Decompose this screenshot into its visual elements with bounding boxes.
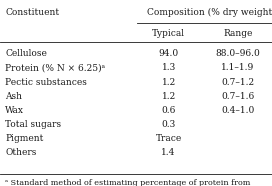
Text: Total sugars: Total sugars: [5, 120, 61, 129]
Text: 0.4–1.0: 0.4–1.0: [221, 106, 255, 115]
Text: Composition (% dry weight): Composition (% dry weight): [147, 8, 272, 17]
Text: Pigment: Pigment: [5, 134, 44, 143]
Text: 1.2: 1.2: [162, 78, 176, 86]
Text: 1.2: 1.2: [162, 92, 176, 101]
Text: Cellulose: Cellulose: [5, 49, 47, 58]
Text: ᵃ Standard method of estimating percentage of protein from
nitrogen content (% N: ᵃ Standard method of estimating percenta…: [5, 179, 251, 186]
Text: Wax: Wax: [5, 106, 24, 115]
Text: 94.0: 94.0: [159, 49, 179, 58]
Text: 1.3: 1.3: [162, 63, 176, 72]
Text: Others: Others: [5, 148, 37, 157]
Text: 0.3: 0.3: [162, 120, 176, 129]
Text: 0.7–1.6: 0.7–1.6: [221, 92, 255, 101]
Text: Trace: Trace: [156, 134, 182, 143]
Text: Typical: Typical: [152, 29, 185, 38]
Text: 1.1–1.9: 1.1–1.9: [221, 63, 255, 72]
Text: 0.7–1.2: 0.7–1.2: [221, 78, 255, 86]
Text: 1.4: 1.4: [162, 148, 176, 157]
Text: Ash: Ash: [5, 92, 22, 101]
Text: Range: Range: [223, 29, 253, 38]
Text: Constituent: Constituent: [5, 8, 60, 17]
Text: 0.6: 0.6: [162, 106, 176, 115]
Text: Pectic substances: Pectic substances: [5, 78, 87, 86]
Text: Protein (% N × 6.25)ᵃ: Protein (% N × 6.25)ᵃ: [5, 63, 106, 72]
Text: 88.0–96.0: 88.0–96.0: [216, 49, 260, 58]
